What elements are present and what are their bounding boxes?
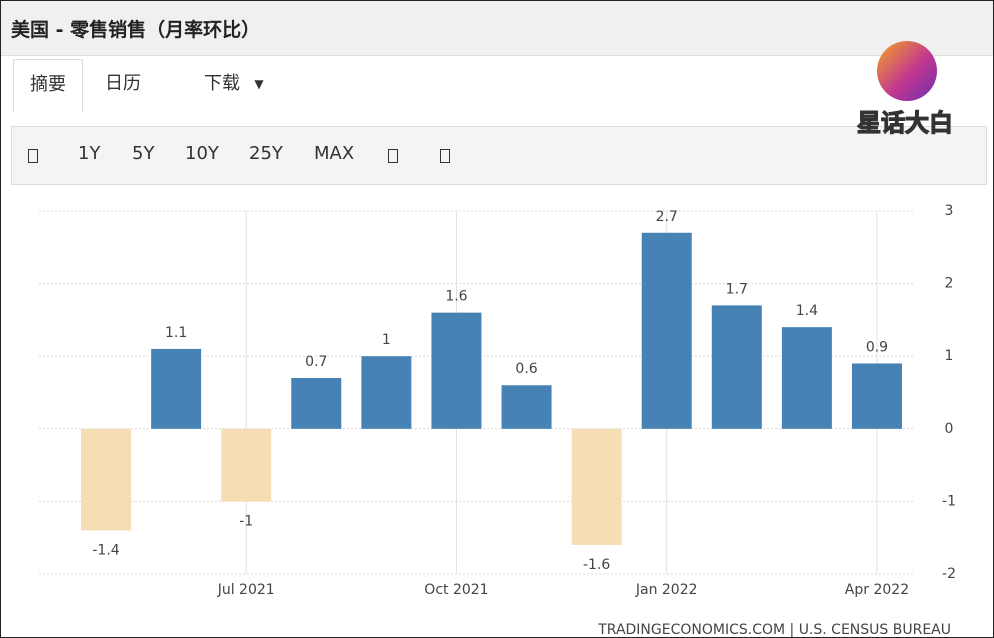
data-label: 1.6 [445, 289, 467, 305]
header: 美国 - 零售销售（月率环比） [1, 1, 993, 56]
tab[interactable]: 下载 [204, 73, 240, 94]
data-label: 0.9 [866, 339, 888, 355]
data-label: -1 [239, 513, 253, 529]
bar [501, 385, 552, 429]
data-label: 1.7 [726, 281, 748, 297]
data-label: 1.4 [796, 303, 818, 319]
bar [711, 305, 762, 429]
logo [877, 41, 937, 101]
bar [431, 312, 482, 429]
icon[interactable] [28, 149, 38, 163]
x-tick-label: Jan 2022 [635, 582, 698, 598]
title: 美国 - 零售销售（月率环比） [11, 19, 261, 41]
x-tick-label: Oct 2021 [424, 582, 488, 598]
data-label: -1.4 [92, 542, 119, 558]
data-label: 1.1 [165, 325, 187, 341]
data-label: 1 [382, 332, 391, 348]
bar [221, 428, 272, 502]
range-button[interactable]: 5Y [132, 143, 155, 164]
bar [151, 348, 202, 429]
range-button[interactable]: 1Y [78, 143, 101, 164]
bar [851, 363, 902, 429]
y-tick-label: 3 [945, 203, 954, 219]
y-tick-label: -2 [942, 566, 956, 582]
range-button[interactable]: 10Y [185, 143, 219, 164]
tab[interactable]: 摘要 [13, 59, 83, 112]
y-tick-label: -1 [942, 493, 956, 509]
range-button[interactable]: 25Y [249, 143, 283, 164]
bar [781, 327, 832, 429]
y-tick-label: 0 [945, 421, 954, 437]
x-tick-label: Jul 2021 [217, 582, 275, 598]
icon[interactable] [388, 149, 398, 163]
y-tick-label: 2 [945, 276, 954, 292]
bar [361, 356, 412, 429]
data-label: 2.7 [656, 209, 678, 225]
watermark: 星话大白 [853, 41, 957, 138]
source: TRADINGECONOMICS.COM | U.S. CENSUS BUREA… [597, 622, 951, 637]
data-label: 0.7 [305, 354, 327, 370]
toolbar: 1Y 5Y 10Y 25Y MAX [11, 126, 987, 185]
bar [571, 428, 622, 545]
tab[interactable]: 日历 [105, 73, 141, 94]
bar [81, 428, 132, 531]
range-button[interactable]: MAX [314, 143, 355, 164]
icon[interactable] [440, 149, 450, 163]
data-label: -1.6 [583, 557, 610, 573]
bar [641, 232, 692, 429]
x-tick-label: Apr 2022 [845, 582, 909, 598]
dropdown-arrow[interactable]: ▼ [254, 77, 264, 91]
y-tick-label: 1 [945, 348, 954, 364]
data-label: 0.6 [515, 361, 537, 377]
watermark-text: 星话大白 [856, 108, 953, 137]
bar [291, 377, 342, 429]
